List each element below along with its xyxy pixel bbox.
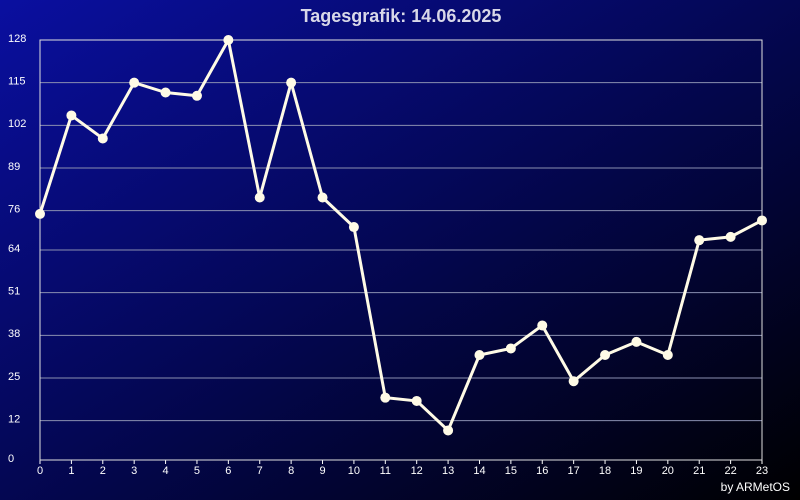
x-tick-label: 8 bbox=[288, 465, 294, 477]
y-tick-label: 0 bbox=[8, 453, 14, 465]
x-tick-label: 18 bbox=[599, 465, 611, 477]
point bbox=[474, 350, 485, 360]
point bbox=[757, 215, 767, 226]
point bbox=[66, 110, 77, 121]
point bbox=[286, 77, 297, 88]
x-tick-label: 19 bbox=[630, 465, 642, 477]
x-tick-label: 2 bbox=[100, 465, 106, 477]
x-tick-label: 9 bbox=[319, 465, 325, 477]
y-tick-label: 25 bbox=[8, 371, 20, 383]
plot-frame bbox=[39, 39, 763, 461]
x-tick-label: 16 bbox=[536, 465, 548, 477]
point bbox=[129, 77, 140, 88]
point bbox=[223, 35, 234, 45]
point bbox=[35, 208, 45, 219]
point bbox=[191, 90, 202, 101]
point bbox=[505, 343, 516, 354]
y-tick-label: 102 bbox=[8, 118, 26, 130]
x-tick-label: 11 bbox=[380, 465, 391, 477]
point bbox=[348, 222, 359, 233]
y-tick-label: 12 bbox=[8, 414, 20, 426]
point bbox=[662, 350, 673, 360]
point bbox=[411, 395, 422, 406]
point bbox=[568, 376, 579, 387]
x-tick-label: 12 bbox=[411, 465, 423, 477]
x-tick-label: 1 bbox=[68, 465, 74, 477]
point bbox=[97, 133, 108, 144]
y-tick-label: 128 bbox=[8, 33, 26, 45]
footer: by ARMetOS bbox=[721, 480, 790, 494]
x-tick-label: 0 bbox=[37, 465, 43, 477]
x-tick-label: 15 bbox=[505, 465, 517, 477]
point bbox=[725, 231, 736, 242]
y-tick-label: 51 bbox=[8, 286, 20, 298]
x-tick-label: 20 bbox=[662, 465, 674, 477]
y-tick-label: 89 bbox=[8, 161, 20, 173]
x-tick-label: 13 bbox=[442, 465, 454, 477]
x-tick-label: 6 bbox=[225, 465, 231, 477]
x-tick-label: 7 bbox=[257, 465, 263, 477]
x-tick-label: 17 bbox=[568, 465, 580, 477]
x-tick-label: 5 bbox=[194, 465, 200, 477]
point bbox=[254, 192, 265, 203]
x-tick-label: 14 bbox=[473, 465, 485, 477]
x-tick-label: 23 bbox=[756, 465, 768, 477]
x-tick-label: 4 bbox=[163, 465, 169, 477]
y-tick-label: 115 bbox=[8, 76, 26, 88]
point bbox=[694, 235, 705, 246]
point bbox=[600, 350, 611, 360]
point bbox=[631, 336, 642, 347]
point bbox=[317, 192, 328, 203]
point bbox=[537, 320, 548, 331]
line bbox=[38, 38, 763, 432]
x-tick-label: 22 bbox=[724, 465, 736, 477]
point bbox=[380, 392, 391, 403]
y-tick-label: 76 bbox=[8, 204, 20, 216]
x-tick-label: 3 bbox=[131, 465, 137, 477]
x-tick-label: 21 bbox=[693, 465, 705, 477]
y-tick-label: 38 bbox=[8, 328, 20, 340]
point bbox=[443, 425, 454, 436]
y-tick-label: 64 bbox=[8, 243, 20, 255]
chart-title: Tagesgrafik: 14.06.2025 bbox=[301, 6, 502, 26]
x-tick-label: 10 bbox=[348, 465, 360, 477]
point bbox=[160, 87, 171, 98]
